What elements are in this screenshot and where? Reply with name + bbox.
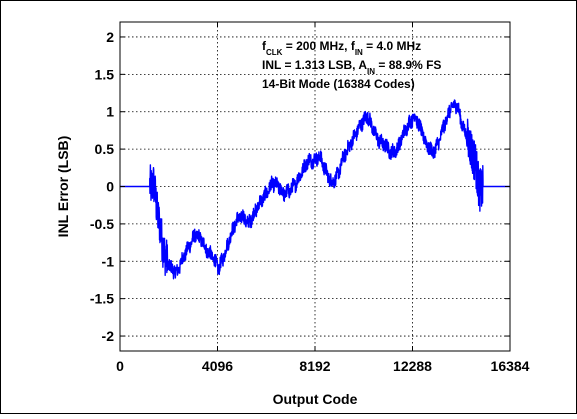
x-tick-label: 0 [116,358,124,374]
y-tick-label: -2 [102,328,115,344]
annotation-text: 14-Bit Mode (16384 Codes) [262,77,415,91]
annotation-text: f [262,39,267,53]
annotation-subscript: CLK [266,48,283,57]
annotation-text: = 200 MHz, f [282,39,355,53]
y-tick-label: 2 [106,29,114,45]
y-tick-label: 0 [106,179,114,195]
y-tick-label: -1 [102,253,115,269]
y-tick-label: -1.5 [90,291,114,307]
annotation-text: INL = 1.313 LSB, A [262,58,367,72]
annotation-text: = 88.9% FS [375,58,441,72]
annotation-line-3: 14-Bit Mode (16384 Codes) [262,77,415,91]
y-axis-label: INL Error (LSB) [55,136,71,238]
y-tick-label: 0.5 [95,141,115,157]
x-tick-label: 12288 [393,358,432,374]
y-tick-label: 1.5 [95,66,115,82]
x-tick-label: 4096 [202,358,233,374]
series-layer [120,99,510,280]
series-line-0 [120,99,510,280]
annotation-line-1: fCLK = 200 MHz, fIN = 4.0 MHz [262,39,421,57]
x-axis-label: Output Code [273,391,358,407]
annotation-line-2: INL = 1.313 LSB, AIN = 88.9% FS [262,58,441,76]
x-tick-label: 16384 [491,358,530,374]
annotation-subscript: IN [367,67,375,76]
tick-layer: 21.510.50-0.5-1-1.5-20 4096 8192 12288 16384 [90,22,530,374]
y-tick-label: 1 [106,104,114,120]
annotation-subscript: IN [355,48,363,57]
x-tick-label: 8192 [299,358,330,374]
annotation-text: = 4.0 MHz [363,39,421,53]
y-tick-label: -0.5 [90,216,114,232]
